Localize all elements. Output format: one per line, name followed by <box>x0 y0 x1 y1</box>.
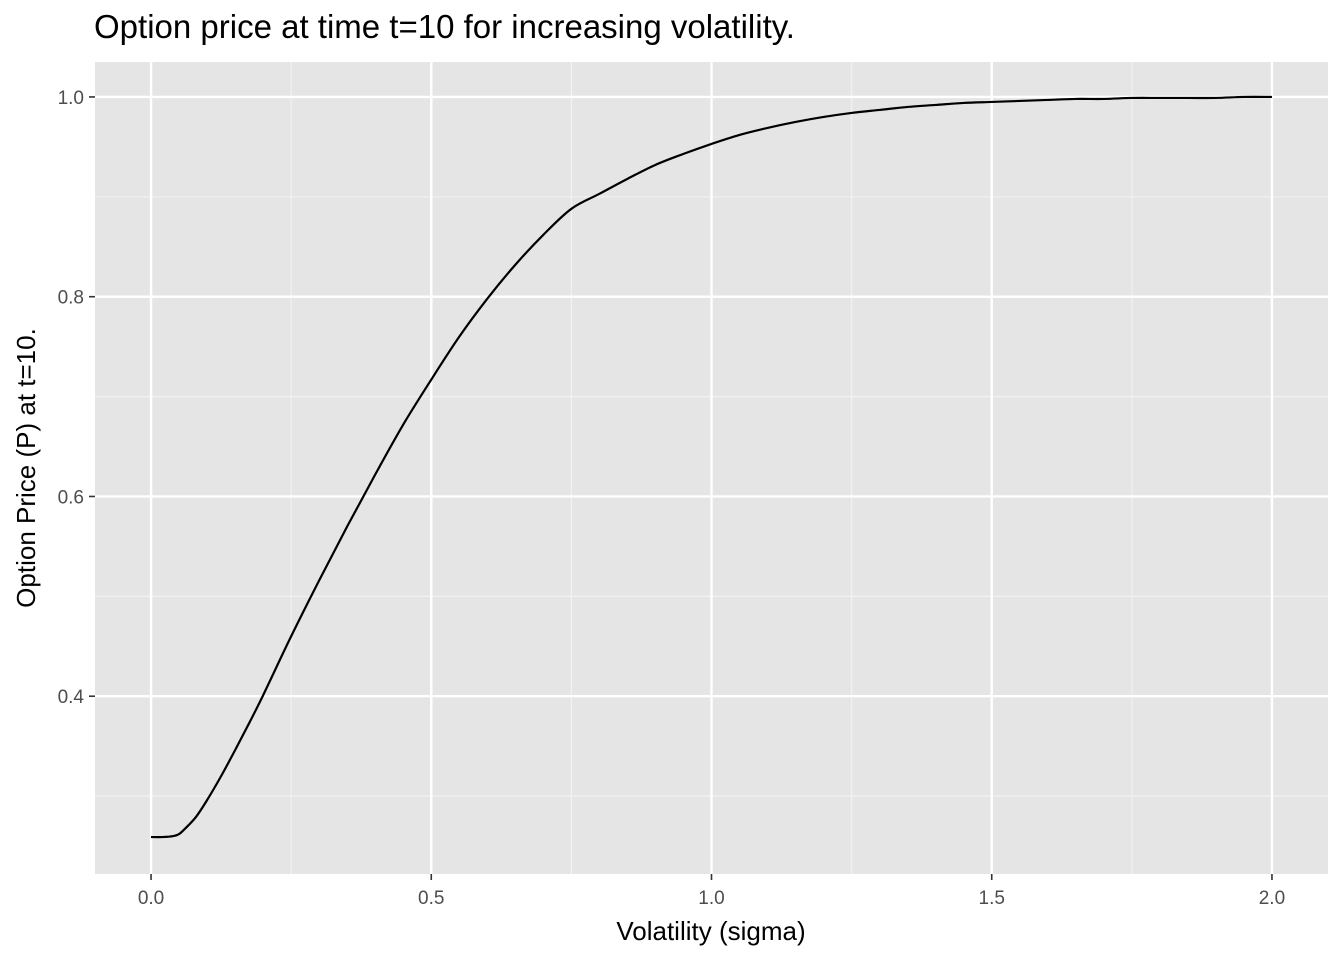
major-gridlines <box>95 62 1328 874</box>
x-tick-label: 1.0 <box>698 888 724 909</box>
chart-title: Option price at time t=10 for increasing… <box>94 8 795 45</box>
y-tick-label: 1.0 <box>58 88 84 109</box>
x-axis: 0.0 0.5 1.0 1.5 2.0 <box>138 874 1285 909</box>
x-tick-label: 1.5 <box>979 888 1005 909</box>
x-tick-label: 0.0 <box>138 888 164 909</box>
y-axis: 0.4 0.6 0.8 1.0 <box>58 88 95 708</box>
y-axis-title: Option Price (P) at t=10. <box>11 328 41 608</box>
x-tick-label: 0.5 <box>418 888 444 909</box>
y-tick-label: 0.6 <box>58 487 84 508</box>
y-tick-label: 0.4 <box>58 687 85 708</box>
x-axis-title: Volatility (sigma) <box>616 916 805 946</box>
x-tick-label: 2.0 <box>1259 888 1285 909</box>
series-line <box>151 95 1272 839</box>
y-tick-label: 0.8 <box>58 288 84 309</box>
